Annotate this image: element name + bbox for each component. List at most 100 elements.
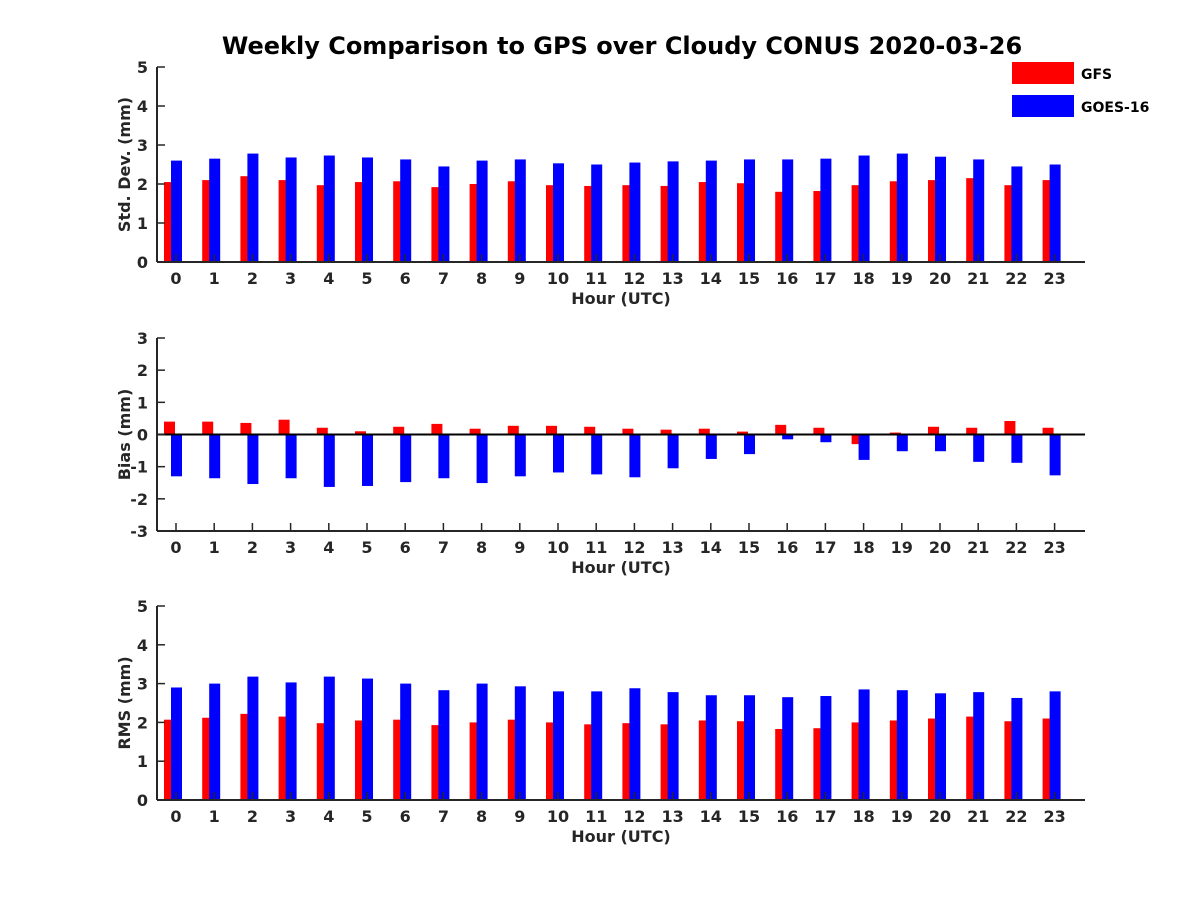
bias-bar-goes16-23: [1049, 434, 1061, 476]
rms-bar-goes16-14: [705, 695, 717, 800]
std-dev-bar-goes16-8: [476, 160, 488, 262]
bias-x-tick-label: 0: [170, 538, 181, 557]
bias-x-axis-label: Hour (UTC): [571, 558, 671, 577]
rms-bar-gfs-21: [966, 716, 978, 800]
std-dev-bar-gfs-12: [622, 185, 634, 262]
rms-y-tick-label: 2: [137, 713, 148, 732]
bias-bar-gfs-1: [202, 421, 214, 435]
bias-y-tick-label: 3: [137, 329, 148, 348]
bias-x-tick-label: 16: [776, 538, 798, 557]
bias-x-tick-label: 2: [247, 538, 258, 557]
rms-x-tick-label: 0: [170, 807, 181, 826]
std-dev-bar-goes16-20: [935, 156, 946, 262]
rms-bar-goes16-10: [553, 691, 564, 800]
bias-bar-goes16-3: [285, 434, 297, 479]
rms-bar-gfs-8: [469, 722, 481, 800]
std-dev-x-tick-label: 4: [323, 269, 334, 288]
std-dev-bar-goes16-13: [667, 161, 679, 262]
bias-x-tick-label: 5: [361, 538, 372, 557]
rms-bar-goes16-7: [438, 690, 450, 800]
bias-bar-gfs-8: [469, 428, 481, 435]
bias-bar-gfs-16: [775, 424, 787, 435]
bias-bar-goes16-12: [629, 434, 641, 478]
rms-y-axis-label: RMS (mm): [115, 656, 134, 749]
std-dev-bar-goes16-12: [629, 162, 641, 262]
rms-x-tick-label: 19: [891, 807, 913, 826]
rms-x-tick-label: 8: [476, 807, 487, 826]
bias-x-tick-label: 11: [585, 538, 607, 557]
bias-y-tick-label: 0: [137, 426, 148, 445]
rms-bar-goes16-4: [323, 676, 335, 800]
std-dev-bar-gfs-13: [660, 185, 672, 262]
rms-bar-gfs-9: [507, 719, 519, 800]
rms-bar-gfs-0: [164, 719, 175, 800]
rms-bar-goes16-16: [782, 697, 794, 800]
rms-x-tick-label: 9: [514, 807, 525, 826]
rms-x-tick-label: 2: [247, 807, 258, 826]
bias-x-tick-label: 23: [1043, 538, 1065, 557]
std-dev-bar-gfs-5: [355, 182, 366, 262]
bias-bar-gfs-7: [431, 423, 443, 435]
rms-bar-gfs-18: [851, 722, 863, 800]
bias-bar-gfs-5: [355, 431, 366, 435]
bias-bar-goes16-2: [247, 434, 259, 485]
bias-y-tick-label: 1: [137, 393, 148, 412]
rms-bar-gfs-11: [584, 724, 596, 800]
std-dev-bar-gfs-8: [469, 184, 481, 262]
bias-x-tick-label: 14: [700, 538, 722, 557]
std-dev-x-axis-label: Hour (UTC): [571, 289, 671, 308]
bias-bar-gfs-10: [546, 425, 557, 435]
std-dev-x-tick-label: 19: [891, 269, 913, 288]
rms-x-tick-label: 22: [1005, 807, 1027, 826]
bias-y-tick-label: -2: [130, 490, 148, 509]
std-dev-bar-gfs-10: [546, 185, 557, 262]
legend: GFS GOES-16: [1012, 62, 1149, 117]
legend-swatch-goes16: [1012, 95, 1074, 117]
rms-x-tick-label: 6: [400, 807, 411, 826]
bias-x-tick-label: 15: [738, 538, 760, 557]
bias-x-tick-label: 8: [476, 538, 487, 557]
bias-bar-gfs-15: [737, 431, 748, 435]
rms-x-tick-label: 7: [438, 807, 449, 826]
bias-bar-goes16-7: [438, 434, 450, 479]
std-dev-x-tick-label: 6: [400, 269, 411, 288]
rms-bar-goes16-23: [1049, 691, 1061, 800]
bias-x-tick-label: 6: [400, 538, 411, 557]
rms-bar-gfs-20: [928, 718, 939, 800]
bias-bar-goes16-0: [171, 434, 182, 477]
rms-bar-gfs-2: [240, 713, 252, 800]
std-dev-bar-gfs-23: [1042, 180, 1054, 262]
std-dev-bar-gfs-20: [928, 180, 939, 262]
rms-bar-gfs-1: [202, 717, 214, 800]
std-dev-x-tick-label: 16: [776, 269, 798, 288]
std-dev-bar-gfs-22: [1004, 185, 1016, 262]
rms-bar-goes16-9: [514, 686, 526, 800]
std-dev-x-tick-label: 3: [285, 269, 296, 288]
bias-bar-goes16-18: [858, 434, 870, 460]
rms-bar-goes16-5: [362, 678, 373, 800]
std-dev-bar-gfs-9: [507, 181, 519, 262]
std-dev-y-tick-label: 3: [137, 136, 148, 155]
std-dev-bar-goes16-11: [591, 164, 603, 262]
rms-x-tick-label: 20: [929, 807, 951, 826]
rms-x-tick-label: 14: [700, 807, 722, 826]
rms-bar-goes16-13: [667, 692, 679, 800]
rms-bar-goes16-6: [400, 683, 412, 800]
bias-bar-gfs-21: [966, 427, 978, 435]
rms-bar-gfs-15: [737, 721, 748, 800]
bias-bar-gfs-11: [584, 426, 596, 435]
rms-bar-gfs-7: [431, 725, 443, 800]
bias-x-tick-label: 19: [891, 538, 913, 557]
std-dev-bar-goes16-2: [247, 153, 259, 262]
std-dev-bar-gfs-7: [431, 187, 443, 262]
legend-label-gfs: GFS: [1081, 67, 1112, 83]
rms-bar-gfs-5: [355, 720, 366, 800]
bias-bar-gfs-18: [851, 434, 863, 445]
rms-bar-goes16-3: [285, 682, 297, 800]
rms-x-tick-label: 5: [361, 807, 372, 826]
bias-bar-goes16-1: [209, 434, 221, 479]
std-dev-bar-goes16-16: [782, 159, 794, 262]
rms-x-tick-label: 21: [967, 807, 989, 826]
